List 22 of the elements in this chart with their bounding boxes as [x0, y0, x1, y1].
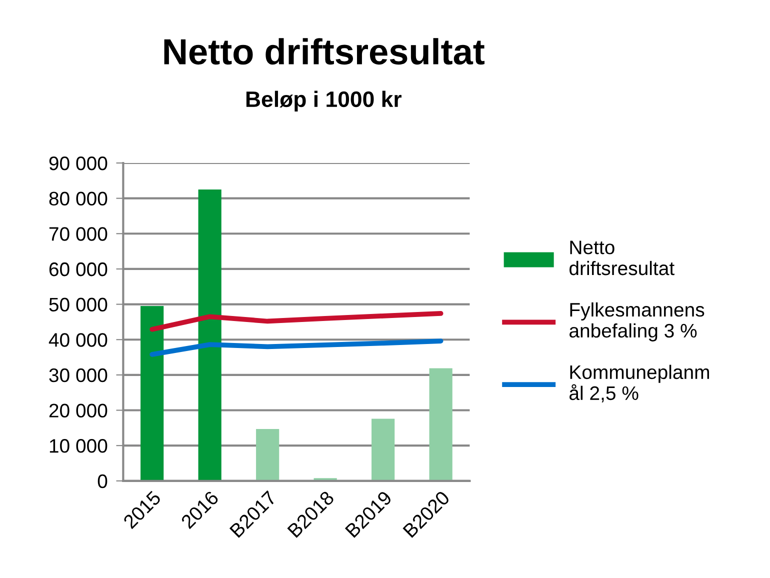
- line-series: [150, 311, 444, 332]
- y-tick-label: 60 000: [49, 262, 108, 276]
- y-tick-label: 0: [98, 474, 108, 488]
- legend-label: Kommuneplanm ål 2,5 %: [570, 364, 709, 402]
- y-tick-label: 10 000: [50, 439, 108, 453]
- chart-title: Netto driftsresultat: [164, 38, 484, 65]
- chart-subtitle: Beløp i 1000 kr: [246, 90, 402, 112]
- bar: [198, 189, 222, 481]
- y-tick-label: 80 000: [49, 192, 108, 206]
- y-tick-label: 30 000: [49, 368, 108, 382]
- legend-label: Netto driftsresultat: [570, 240, 674, 276]
- y-tick-label: 70 000: [49, 227, 108, 241]
- bar: [140, 306, 164, 481]
- y-tick-label: 40 000: [48, 333, 108, 347]
- line-series: [150, 338, 444, 357]
- y-tick-label: 90 000: [49, 156, 108, 170]
- legend-label: Fylkesmannens anbefaling 3 %: [570, 302, 704, 342]
- bar: [372, 418, 395, 481]
- bar: [429, 368, 452, 481]
- y-tick-label: 20 000: [49, 404, 108, 418]
- y-tick-label: 50 000: [49, 298, 108, 312]
- bar: [256, 428, 280, 481]
